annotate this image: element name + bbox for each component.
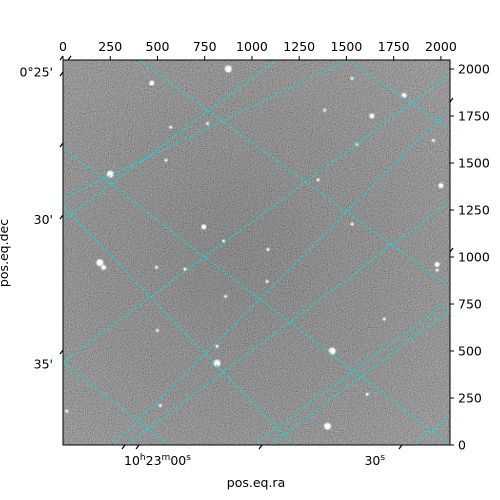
star: [436, 269, 439, 272]
star: [435, 262, 440, 267]
image-area: [63, 60, 450, 445]
star: [155, 266, 158, 269]
image-shading: [63, 60, 450, 445]
star: [351, 223, 354, 226]
star: [351, 77, 354, 80]
world-tick-mark: [449, 247, 454, 253]
dec-grid-line: [63, 147, 450, 445]
star: [206, 122, 209, 125]
x-tick-label: 1000: [236, 39, 268, 54]
ra-grid-line: [63, 74, 450, 363]
star: [65, 410, 68, 413]
dec-grid-line: [348, 60, 450, 130]
x-axis-title: pos.eq.ra: [227, 475, 285, 490]
x-tick-label: 2000: [425, 39, 457, 54]
dec-grid-line: [113, 108, 450, 445]
ra-tick-label: 10h23m00s: [124, 453, 191, 468]
star: [107, 171, 114, 178]
ra-grid-line: [63, 60, 277, 221]
star: [402, 93, 407, 98]
y-tick-label: 1250: [458, 203, 490, 218]
ra-axis-bottom: 10h23m00s 30s: [121, 97, 454, 468]
y-axis-right: 0 250 500 750 1000 1250 1500 1750 2000: [450, 62, 490, 453]
star: [224, 295, 227, 298]
ra-grid-line: [270, 309, 450, 445]
x-tick-label: 1750: [378, 39, 410, 54]
star: [323, 109, 326, 112]
world-tick-mark: [398, 444, 403, 450]
star: [149, 81, 154, 86]
star: [216, 345, 219, 348]
star: [324, 423, 331, 430]
world-tick-mark: [59, 214, 64, 220]
star: [159, 404, 162, 407]
dec-grid-line: [138, 60, 450, 288]
star: [432, 139, 435, 142]
ra-grid-line: [412, 416, 450, 445]
star: [267, 248, 270, 251]
y-tick-label: 1500: [458, 156, 490, 171]
star: [438, 183, 443, 188]
world-tick-mark: [135, 444, 140, 450]
dec-grid-line: [253, 299, 450, 445]
star: [214, 360, 221, 367]
star: [383, 318, 386, 321]
y-tick-label: 0: [458, 438, 466, 453]
ra-grid-line: [126, 201, 450, 445]
x-tick-label: 1500: [331, 39, 363, 54]
x-tick-label: 250: [98, 39, 122, 54]
world-tick-mark: [59, 142, 64, 148]
y-tick-label: 2000: [458, 62, 490, 77]
star: [169, 126, 172, 129]
y-tick-label: 750: [458, 297, 482, 312]
dec-axis-left: 0°25' 30' 35': [19, 55, 72, 372]
star: [366, 393, 369, 396]
dec-grid-line: [63, 205, 294, 445]
star: [201, 224, 206, 229]
world-tick-mark: [59, 349, 64, 355]
dec-grid-line: [63, 60, 349, 200]
star: [183, 268, 186, 271]
star: [96, 259, 103, 266]
star: [101, 265, 106, 270]
plot-frame: [62, 59, 451, 446]
world-tick-mark: [59, 71, 64, 77]
dec-grid-line: [63, 361, 170, 445]
world-tick-mark: [59, 55, 64, 61]
x-tick-label: 750: [193, 39, 217, 54]
coordinate-grid: [63, 60, 450, 445]
star: [266, 280, 269, 283]
x-axis-top: 0 250 500 750 1000 1250 1500 1750 2000: [59, 39, 457, 60]
ra-tick-label: 30s: [364, 453, 385, 468]
world-tick-mark: [67, 55, 72, 61]
star: [225, 66, 232, 73]
star: [369, 114, 374, 119]
star: [222, 240, 225, 243]
y-tick-label: 250: [458, 391, 482, 406]
dec-tick-label: 30': [34, 212, 53, 227]
y-tick-label: 1750: [458, 109, 490, 124]
x-tick-label: 1250: [283, 39, 315, 54]
y-tick-label: 1000: [458, 250, 490, 265]
x-tick-label: 500: [146, 39, 170, 54]
star: [156, 329, 159, 332]
star: [329, 348, 336, 355]
dec-tick-label: 0°25': [19, 64, 53, 79]
world-tick-mark: [449, 97, 454, 103]
x-tick-label: 0: [59, 39, 67, 54]
world-tick-mark: [121, 444, 126, 450]
star: [164, 159, 167, 162]
y-tick-label: 500: [458, 344, 482, 359]
y-axis-title: pos.eq.dec: [0, 219, 11, 287]
world-tick-mark: [258, 444, 263, 450]
dec-tick-label: 35': [34, 357, 53, 372]
star: [317, 178, 320, 181]
